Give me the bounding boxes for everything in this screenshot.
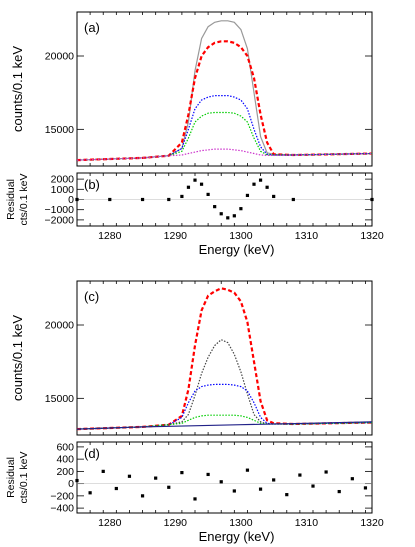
- series-line-1: [76, 338, 373, 430]
- data-point: [291, 197, 295, 202]
- y-tick-label: 15000: [45, 124, 74, 136]
- y-tick-label: 15000: [45, 393, 74, 405]
- data-point: [265, 185, 269, 189]
- plot-frame: [76, 280, 373, 436]
- data-point: [370, 197, 374, 202]
- data-point: [239, 207, 243, 211]
- data-point: [258, 487, 263, 491]
- y-tick-label: 400: [56, 454, 74, 466]
- y-tick-label: 2000: [51, 174, 75, 186]
- data-point: [363, 486, 368, 490]
- y-tick-label: 200: [56, 466, 74, 478]
- data-point: [350, 477, 354, 481]
- y-axis-label-line2: cts/0.1 keV: [18, 452, 30, 504]
- y-axis-label: counts/0.1 keV: [10, 315, 25, 401]
- x-tick-label: 1310: [295, 517, 319, 529]
- x-tick-label: 1300: [229, 517, 253, 529]
- data-point: [180, 471, 184, 475]
- x-tick-label: 1300: [229, 230, 253, 242]
- panel-label: (c): [84, 289, 99, 304]
- data-point: [337, 489, 341, 494]
- series-line-1: [76, 40, 373, 162]
- y-tick-label: −200: [50, 490, 74, 502]
- data-point: [206, 472, 210, 477]
- series-line-4: [76, 421, 373, 430]
- data-point: [88, 491, 92, 495]
- data-point: [108, 197, 112, 202]
- data-point: [311, 484, 315, 488]
- y-axis-label: counts/0.1 keV: [10, 46, 25, 132]
- data-point: [186, 185, 191, 189]
- data-point: [193, 497, 197, 501]
- data-point: [219, 212, 223, 216]
- y-tick-label: −2000: [45, 214, 75, 226]
- data-point: [232, 489, 236, 493]
- x-tick-label: 1320: [360, 230, 384, 242]
- series-line-3: [76, 111, 373, 161]
- y-tick-label: 0: [68, 478, 74, 490]
- y-axis-label-line1: Residual: [5, 179, 17, 220]
- data-point: [75, 478, 79, 483]
- panel-c: 15000 20000 (c) counts/0.1 keV: [10, 280, 373, 436]
- data-point: [140, 494, 145, 498]
- x-tick-label: 1320: [360, 517, 384, 529]
- x-tick-label: 1280: [98, 230, 122, 242]
- series-line-0: [76, 287, 373, 431]
- data-point: [245, 193, 250, 198]
- data-point: [324, 470, 328, 474]
- y-tick-label: 600: [56, 441, 74, 453]
- data-point: [75, 197, 79, 202]
- y-tick-label: −400: [50, 503, 74, 515]
- data-point: [226, 216, 230, 220]
- series-line-3: [76, 414, 373, 430]
- data-point: [101, 469, 105, 473]
- data-point: [167, 197, 171, 202]
- data-point: [272, 194, 276, 199]
- data-point: [258, 178, 263, 182]
- panel-a: 15000 20000 (a) counts/0.1 keV: [10, 11, 373, 167]
- series-line-2: [76, 95, 373, 161]
- y-tick-label: 20000: [45, 51, 74, 63]
- data-point: [114, 486, 118, 491]
- data-point: [199, 182, 204, 186]
- y-tick-label: 1000: [51, 184, 75, 196]
- data-point: [127, 474, 132, 478]
- plot-frame: [76, 11, 373, 167]
- y-tick-label: 0: [68, 194, 74, 206]
- y-axis-label-line2: cts/0.1 keV: [18, 174, 30, 226]
- data-point: [193, 178, 197, 182]
- y-axis-label-line1: Residual: [5, 457, 17, 498]
- data-point: [232, 214, 236, 218]
- series-line-4: [76, 148, 373, 161]
- data-point: [180, 194, 184, 199]
- y-tick-label: 20000: [45, 320, 74, 332]
- x-axis-label: Energy (keV): [199, 529, 275, 544]
- plot-frame: [76, 441, 373, 514]
- data-point: [140, 197, 145, 202]
- panel-label: (b): [84, 177, 100, 192]
- x-tick-label: 1280: [98, 517, 122, 529]
- panel-label: (a): [84, 20, 100, 35]
- data-point: [219, 480, 223, 484]
- series-line-2: [76, 383, 373, 430]
- data-point: [167, 485, 171, 489]
- x-tick-label: 1290: [164, 230, 188, 242]
- data-point: [252, 182, 256, 186]
- data-point: [154, 476, 158, 480]
- data-point: [245, 468, 250, 472]
- data-point: [206, 192, 210, 197]
- x-tick-label: 1290: [164, 517, 188, 529]
- data-point: [213, 205, 217, 209]
- data-point: [285, 493, 289, 497]
- data-point: [272, 478, 276, 482]
- x-tick-label: 1310: [295, 230, 319, 242]
- panel-label: (d): [84, 446, 100, 461]
- x-axis-label: Energy (keV): [199, 242, 275, 257]
- y-tick-label: −1000: [45, 204, 75, 216]
- data-point: [298, 473, 302, 477]
